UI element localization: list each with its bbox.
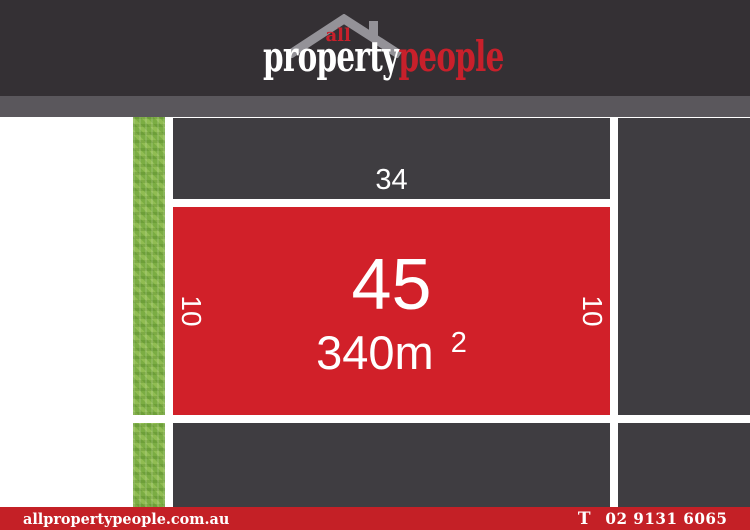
lot-area-value: 340m (316, 325, 434, 379)
brand-logo: all propertypeople (263, 14, 504, 92)
phone-text: T 02 9131 6065 (578, 509, 727, 529)
lot-area-superscript: 2 (450, 326, 467, 359)
right-block-lower (618, 423, 750, 507)
grass-strip-lower (133, 423, 165, 507)
right-dimension-label: 10 (577, 295, 608, 327)
bottom-boundary-block (173, 423, 610, 507)
logo-people-text: people (397, 32, 504, 81)
phone-label: T (577, 508, 591, 529)
logo-property-text: property (262, 32, 399, 81)
top-dimension-label: 34 (375, 164, 408, 196)
brand-header: all propertypeople (0, 0, 750, 96)
website-text: allpropertypeople.com.au (23, 509, 230, 528)
lot-45-parcel: 45 340m 2 10 10 (173, 207, 610, 415)
logo-wordmark: propertypeople (263, 36, 504, 78)
logo-all-text: all (325, 25, 351, 46)
contact-footer: allpropertypeople.com.au T 02 9131 6065 (0, 507, 750, 530)
divider-bar (0, 96, 750, 117)
left-dimension-label: 10 (176, 295, 207, 327)
roof-icon (286, 14, 402, 58)
lot-area-label: 340m 2 (316, 325, 467, 379)
phone-number: 02 9131 6065 (604, 509, 727, 528)
right-block-upper (618, 118, 750, 415)
grass-strip-upper (133, 117, 165, 415)
lot-number-label: 45 (351, 244, 432, 325)
top-boundary-block: 34 (173, 118, 610, 199)
